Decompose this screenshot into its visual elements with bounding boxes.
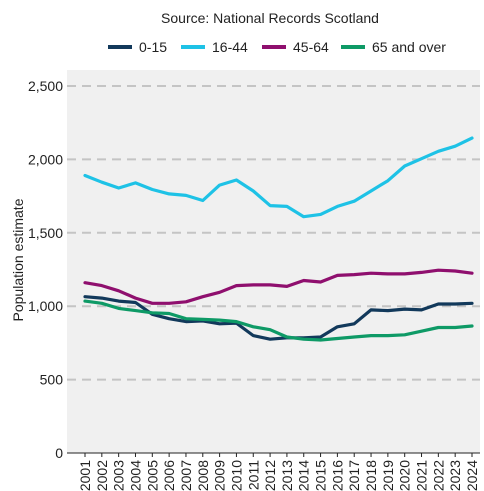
x-tick-label: 2023 [447,460,463,491]
legend-item-45-64: 45-64 [262,39,329,55]
x-tick-label: 2003 [111,460,127,491]
x-tick-label: 2005 [144,460,160,491]
x-tick-label: 2024 [464,460,480,491]
x-tick-label: 2012 [262,460,278,491]
y-tick-label: 2,000 [28,151,63,167]
x-tick-label: 2018 [363,460,379,491]
legend: 0-15 16-44 45-64 65 and over [108,39,446,55]
x-tick-label: 2010 [228,460,244,491]
legend-item-16-44: 16-44 [181,39,248,55]
x-tick-label: 2017 [346,460,362,491]
legend-label: 45-64 [293,39,329,55]
legend-item-0-15: 0-15 [108,39,167,55]
x-tick-label: 2021 [414,460,430,491]
y-tick-label: 2,500 [28,78,63,94]
legend-label: 65 and over [372,39,446,55]
plot-area [67,70,480,453]
x-axis-ticks: 2001 2002 2003 2004 2005 2006 2007 2008 2009 2010… [77,453,480,491]
legend-label: 0-15 [139,39,167,55]
series-line-45-64 [83,268,474,305]
y-axis-title: Population estimate [10,198,26,321]
x-tick-label: 2007 [178,460,194,491]
legend-item-65-and-over: 65 and over [341,39,446,55]
x-tick-label: 2014 [296,460,312,491]
x-tick-label: 2009 [212,460,228,491]
x-tick-label: 2019 [380,460,396,491]
x-tick-label: 2002 [94,460,110,491]
x-tick-label: 2004 [127,460,143,491]
series-line-16-44 [83,136,474,219]
x-tick-label: 2013 [279,460,295,491]
y-axis-ticks: 0 500 1,000 1,500 2,000 2,500 [28,78,63,461]
chart-subtitle: Source: National Records Scotland [161,10,379,26]
x-tick-label: 2020 [397,460,413,491]
x-tick-label: 2022 [430,460,446,491]
x-tick-label: 2011 [245,460,261,490]
series-lines [83,136,474,342]
y-tick-label: 500 [40,372,64,388]
series-line-65-and-over [83,299,474,342]
x-tick-label: 2006 [161,460,177,491]
gridlines [67,85,480,381]
y-tick-label: 1,000 [28,298,63,314]
x-tick-label: 2001 [77,460,93,491]
x-tick-label: 2016 [329,460,345,491]
y-tick-label: 1,500 [28,225,63,241]
y-tick-label: 0 [55,445,63,461]
x-tick-label: 2015 [313,460,329,491]
legend-label: 16-44 [212,39,248,55]
x-tick-label: 2008 [195,460,211,491]
